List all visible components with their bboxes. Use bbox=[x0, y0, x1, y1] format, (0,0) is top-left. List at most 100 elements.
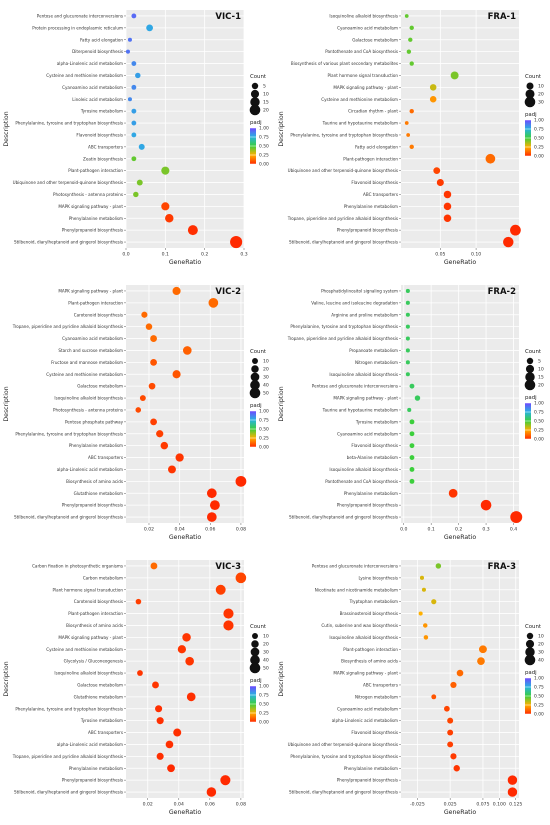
data-point bbox=[131, 132, 137, 138]
data-point bbox=[131, 120, 137, 126]
size-legend-title: Count bbox=[250, 349, 266, 355]
size-legend-label: 30 bbox=[263, 650, 269, 656]
data-point bbox=[409, 144, 414, 150]
size-legend-dot bbox=[526, 82, 534, 90]
y-tick-label: MAPK signaling pathway - plant bbox=[333, 396, 398, 401]
size-legend-label: 30 bbox=[538, 100, 544, 106]
y-tick-label: Plant hormone signal transduction bbox=[53, 587, 124, 592]
data-point bbox=[433, 167, 441, 175]
y-tick-label: Tropane, piperidine and pyridine alkaloi… bbox=[287, 336, 398, 341]
x-tick-label: 0.04 bbox=[174, 802, 184, 808]
size-legend-label: 40 bbox=[538, 658, 544, 664]
y-tick-label: Pentose phosphate pathway bbox=[65, 419, 124, 424]
panel-fra-3: Pentose and glucuronate interconversions… bbox=[278, 560, 544, 816]
y-tick-label: Cyanoamino acid metabolism bbox=[337, 431, 398, 436]
y-tick-label: Zeatin biosynthesis bbox=[83, 156, 123, 161]
y-tick-label: Tyrosine metabolism bbox=[80, 109, 123, 114]
panel-title: FRA-1 bbox=[488, 12, 516, 22]
data-point bbox=[485, 153, 496, 164]
size-legend-dot bbox=[250, 97, 260, 107]
data-point bbox=[150, 358, 157, 366]
y-tick-label: ABC transporters bbox=[88, 455, 123, 460]
data-point bbox=[235, 572, 247, 584]
x-axis-title: GeneRatio bbox=[444, 534, 476, 541]
color-legend-label: 0.75 bbox=[259, 693, 269, 699]
color-legend-label: 0.00 bbox=[534, 712, 544, 718]
data-point bbox=[133, 191, 139, 198]
y-tick-label: Carotenoid biosynthesis bbox=[74, 599, 123, 604]
y-tick-label: Plant-pathogen interaction bbox=[68, 611, 123, 616]
y-tick-label: Biosynthesis of amino acids bbox=[66, 623, 123, 628]
size-legend-dot bbox=[525, 89, 535, 99]
color-legend-label: 0.75 bbox=[534, 410, 544, 416]
color-legend-label: 0.75 bbox=[259, 135, 269, 141]
panel-fra-2: Phosphatidylinositol signaling system Val… bbox=[278, 285, 544, 541]
size-legend-dot bbox=[249, 662, 261, 674]
y-tick-label: Phenylpropanoid biosynthesis bbox=[62, 778, 123, 783]
data-point bbox=[131, 61, 137, 66]
data-point bbox=[131, 13, 137, 19]
size-legend-label: 50 bbox=[263, 666, 269, 672]
y-tick-label: Plant-pathogen interaction bbox=[343, 647, 398, 652]
color-legend-label: 0.50 bbox=[534, 419, 544, 425]
panel-title: VIC-2 bbox=[215, 287, 241, 297]
size-legend-label: 40 bbox=[263, 658, 269, 664]
y-tick-label: Ubiquinone and other terpenoid-quinone b… bbox=[13, 180, 123, 185]
color-legend-label: 0.00 bbox=[259, 162, 269, 168]
data-point bbox=[141, 311, 148, 318]
y-tick-label: Biosynthesis of amino acids bbox=[66, 479, 123, 484]
y-tick-label: Isoquinoline alkaloid biosynthesis bbox=[329, 467, 398, 472]
y-tick-label: MAPK signaling pathway - plant bbox=[58, 635, 123, 640]
plot-background bbox=[401, 560, 519, 798]
data-point bbox=[137, 670, 143, 676]
x-tick-label: 0.06 bbox=[205, 527, 215, 533]
y-tick-label: Galactose metabolism bbox=[77, 682, 123, 687]
y-tick-label: Phenylalanine metabolism bbox=[69, 443, 123, 448]
y-tick-label: Tyrosine metabolism bbox=[355, 419, 398, 424]
data-point bbox=[183, 346, 192, 355]
y-tick-label: Pentose and glucuronate interconversions bbox=[312, 384, 398, 389]
y-tick-label: Isoquinoline alkaloid biosynthesis bbox=[329, 635, 398, 640]
color-legend-label: 1.00 bbox=[534, 676, 544, 682]
size-legend-label: 30 bbox=[538, 650, 544, 656]
x-tick-label: 0.02 bbox=[143, 802, 153, 808]
data-point bbox=[447, 717, 454, 724]
y-tick-label: Stilbenoid, diarylheptanoid and gingerol… bbox=[14, 240, 123, 245]
y-tick-label: Stilbenoid, diarylheptanoid and gingerol… bbox=[14, 790, 123, 795]
data-point bbox=[135, 407, 142, 413]
y-tick-label: Photosynthesis - antenna proteins bbox=[53, 407, 123, 412]
data-point bbox=[405, 372, 410, 377]
panel-title: FRA-2 bbox=[488, 287, 516, 297]
data-point bbox=[443, 190, 452, 199]
color-legend-label: 0.25 bbox=[534, 703, 544, 709]
data-point bbox=[423, 635, 429, 640]
x-axis-title: GeneRatio bbox=[444, 809, 476, 816]
y-tick-label: Phosphatidylinositol signaling system bbox=[321, 288, 398, 293]
data-point bbox=[139, 395, 146, 402]
color-legend-label: 0.25 bbox=[534, 145, 544, 151]
y-tick-label: Carbon fixation in photosynthetic organi… bbox=[32, 563, 123, 568]
data-point bbox=[448, 488, 458, 498]
y-tick-label: Cysteine and methionine metabolism bbox=[321, 97, 398, 102]
data-point bbox=[209, 500, 220, 511]
size-legend-dot bbox=[525, 364, 535, 374]
y-tick-label: Valine, leucine and isoleucine degradati… bbox=[311, 300, 398, 305]
data-point bbox=[436, 179, 444, 187]
data-point bbox=[206, 512, 217, 522]
y-tick-label: Photosynthesis - antenna proteins bbox=[53, 192, 123, 197]
color-legend-label: 0.50 bbox=[259, 702, 269, 708]
data-point bbox=[453, 765, 460, 772]
y-tick-label: Biosynthesis of various plant secondary … bbox=[291, 61, 398, 66]
x-tick-label: 0.10 bbox=[471, 252, 481, 258]
data-point bbox=[409, 443, 415, 449]
data-point bbox=[456, 669, 464, 677]
y-tick-label: ABC transporters bbox=[363, 682, 398, 687]
y-axis-title: Description bbox=[3, 661, 10, 696]
color-legend-title: padj bbox=[525, 112, 537, 118]
data-point bbox=[161, 202, 170, 211]
plot-background bbox=[401, 285, 519, 523]
data-point bbox=[150, 335, 157, 342]
data-point bbox=[165, 740, 174, 749]
y-tick-label: Plant-pathogen interaction bbox=[68, 300, 123, 305]
data-point bbox=[156, 752, 164, 760]
